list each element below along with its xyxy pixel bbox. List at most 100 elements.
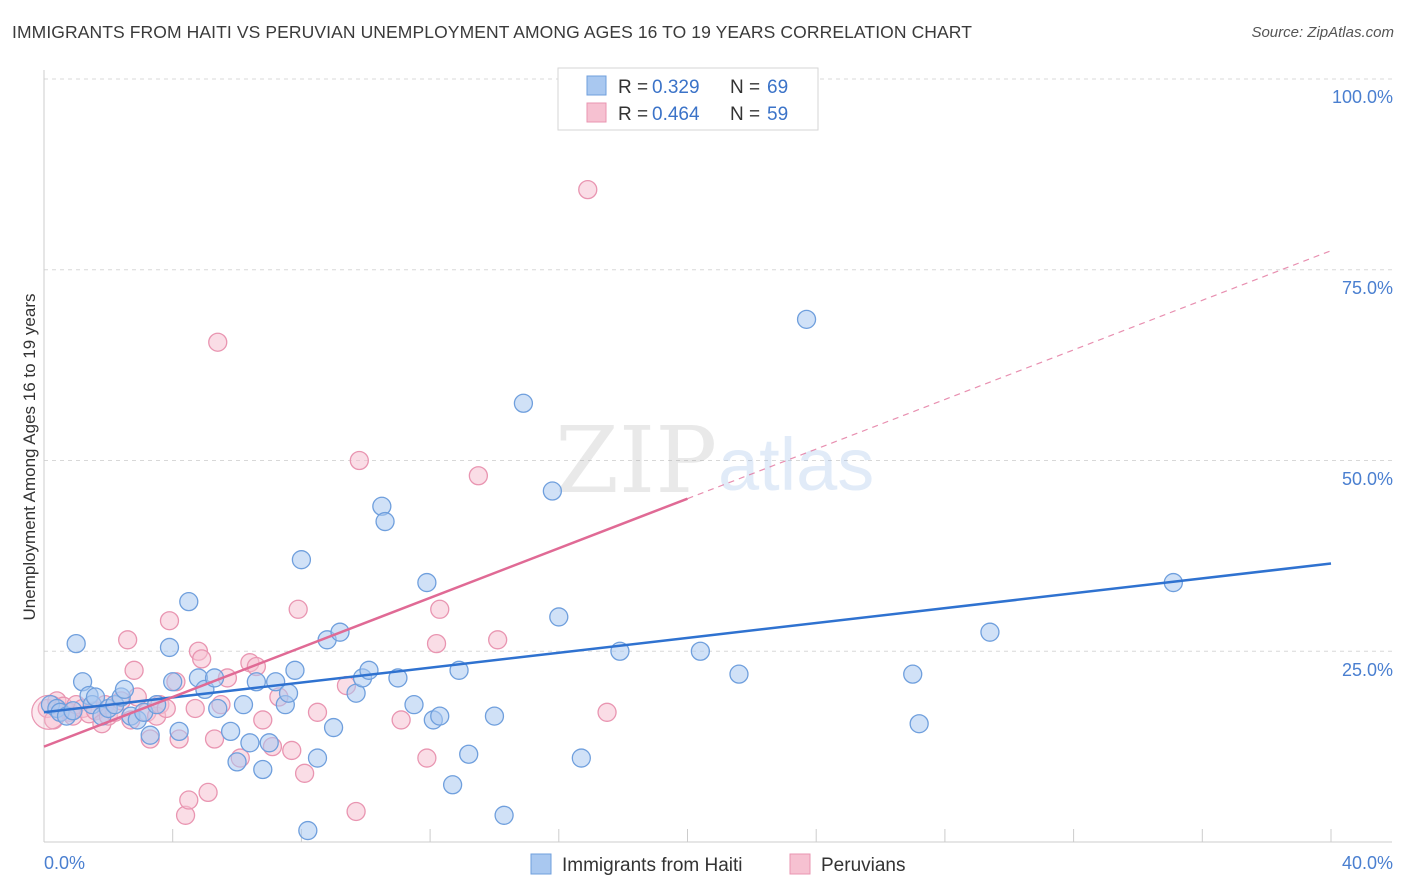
haiti-point [484, 706, 505, 726]
haiti-point [259, 733, 279, 753]
haiti-point [404, 695, 424, 715]
haiti-point [903, 664, 923, 684]
peru-point [426, 633, 447, 654]
haiti-point [291, 550, 312, 570]
y-tick-label-50: 50.0% [1342, 469, 1393, 489]
peru-point [118, 630, 138, 650]
legend-n-value-haiti: 69 [767, 77, 788, 98]
bottom-legend-label-haiti: Immigrants from Haiti [562, 855, 743, 876]
bottom-legend-label-peru: Peruvians [821, 855, 906, 876]
haiti-point [980, 622, 1000, 642]
peru-point [488, 630, 508, 650]
peru-point [204, 729, 225, 749]
haiti-point [140, 725, 160, 745]
y-tick-label-75: 75.0% [1342, 278, 1393, 298]
trend-lines [43, 250, 1332, 748]
haiti-point [66, 633, 86, 654]
legend-r-value-haiti: 0.329 [652, 77, 700, 98]
haiti-point [220, 721, 241, 742]
haiti-point [159, 637, 180, 658]
bottom-legend-swatch-peru [789, 853, 811, 875]
haiti-point [253, 759, 273, 780]
x-tick-marks [172, 829, 1332, 842]
peru-point [208, 332, 228, 352]
haiti-point [542, 481, 563, 501]
y-axis-title: Unemployment Among Ages 16 to 19 years [20, 294, 39, 621]
haiti-point [796, 309, 817, 329]
peru-point [198, 782, 218, 803]
peru-point [307, 702, 328, 722]
chart-title: IMMIGRANTS FROM HAITI VS PERUVIAN UNEMPL… [12, 22, 973, 42]
haiti-point [278, 683, 299, 703]
haiti-point [494, 805, 514, 825]
peru-point [417, 748, 437, 768]
haiti-point [285, 660, 305, 680]
legend-r-value-peru: 0.464 [652, 104, 700, 125]
haiti-point [323, 717, 344, 738]
haiti-point [442, 775, 463, 795]
series-haiti [40, 309, 1183, 841]
legend-r-label-peru: R = [618, 104, 648, 125]
peru-point [159, 611, 180, 631]
trendline-peru [43, 497, 688, 748]
y-tick-label-25: 25.0% [1342, 660, 1393, 680]
haiti-point [388, 668, 408, 688]
peru-point [192, 649, 212, 669]
x-tick-label-min: 0.0% [44, 853, 85, 873]
haiti-point [307, 748, 328, 768]
haiti-point [179, 592, 199, 612]
peru-point [597, 702, 617, 722]
source-label: Source: ZipAtlas.com [1251, 24, 1394, 41]
legend-series: Immigrants from Haiti Peruvians [530, 853, 906, 876]
legend-r-label-haiti: R = [618, 77, 648, 98]
peru-point [468, 466, 489, 486]
haiti-point [417, 572, 437, 593]
haiti-point [459, 744, 479, 764]
peru-point [282, 740, 302, 761]
peru-point [430, 599, 450, 619]
trendline-haiti [43, 562, 1332, 714]
haiti-point [513, 393, 534, 413]
haiti-point [909, 714, 929, 734]
peru-point [349, 450, 369, 471]
x-tick-label-max: 40.0% [1342, 853, 1393, 873]
haiti-point [729, 664, 749, 684]
haiti-point [430, 706, 450, 726]
gridlines [44, 78, 1392, 652]
peru-point [185, 698, 205, 719]
haiti-point [549, 607, 569, 627]
haiti-point [690, 641, 711, 661]
series-peruvians [31, 179, 617, 825]
watermark-atlas: atlas [718, 423, 874, 506]
peru-point [346, 801, 366, 822]
trendline-peru-extension [687, 250, 1332, 500]
bottom-legend-swatch-haiti [530, 853, 552, 875]
haiti-point [233, 695, 254, 715]
haiti-point [163, 672, 183, 692]
legend-n-label-peru: N = [730, 104, 760, 125]
haiti-point [375, 511, 395, 532]
haiti-point [298, 820, 318, 841]
peru-point [253, 710, 273, 730]
haiti-point [240, 733, 260, 753]
haiti-point [227, 752, 247, 772]
peru-point [179, 790, 199, 810]
legend-stats: R = 0.329 N = 69 R = 0.464 N = 59 [557, 67, 819, 131]
peru-point [124, 660, 144, 680]
legend-n-value-peru: 59 [767, 104, 788, 125]
legend-swatch-haiti [586, 75, 607, 96]
peru-point [294, 763, 315, 783]
haiti-point [208, 698, 228, 719]
watermark-zip: ZIP [555, 407, 717, 514]
peru-point [391, 710, 411, 730]
y-tick-label-100: 100.0% [1332, 87, 1393, 107]
haiti-point [114, 679, 135, 700]
peru-point [578, 179, 598, 200]
watermark: ZIP atlas [555, 407, 874, 514]
legend-n-label-haiti: N = [730, 77, 760, 98]
haiti-point [571, 748, 591, 768]
legend-swatch-peru [586, 102, 607, 123]
peru-point [288, 599, 308, 619]
haiti-point [169, 721, 189, 742]
